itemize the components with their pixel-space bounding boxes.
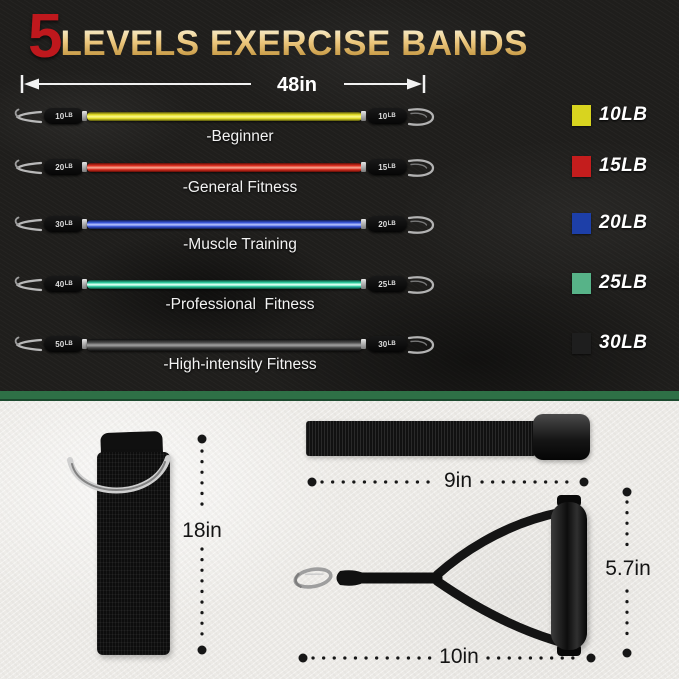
page-title: 5 LEVELS EXERCISE BANDS [28,2,529,71]
carabiner-left-icon [14,216,43,232]
carabiner-right-icon [407,276,435,294]
ruler-right-arrowhead-icon [407,78,422,90]
weight-label: 15LB [599,155,648,176]
carabiner-right-icon [407,336,435,354]
weight-label: 25LB [599,272,648,293]
level-count: 5 [28,2,63,71]
carabiner-right-icon [407,108,435,126]
band-crimp-right [361,339,366,349]
weight-label: 20LB [599,212,648,233]
door-anchor-foam [533,414,590,460]
carabiner-left-icon [14,336,43,352]
length-ruler: 48in [20,74,426,96]
handle-height-label: 5.7in [605,557,651,580]
dark-texture-background [0,0,679,391]
carabiner-left-icon [14,108,43,124]
band-crimp-right [361,111,366,121]
resistance-band [87,220,362,229]
weight-tag-right-unit: LB [387,221,396,227]
carabiner-left-icon [14,159,43,175]
door-anchor-length-label: 9in [443,469,473,492]
weight-tag-right: 10 LB [367,108,407,124]
band-crimp-left [82,219,87,229]
weight-tag-right-unit: LB [387,281,396,287]
weight-tag-left-unit: LB [64,341,73,347]
door-anchor-strap [306,421,536,456]
ankle-strap [97,452,170,655]
band-row: 20 LB 15 LB -General Fitness 15LB [0,154,679,200]
band-crimp-left [82,339,87,349]
handle-straps [293,507,567,647]
carabiner-right-icon [407,159,435,177]
weight-swatch [572,273,591,294]
weight-label: 10LB [599,104,648,125]
weight-tag-right-unit: LB [387,164,396,170]
band-crimp-right [361,279,366,289]
band-row: 10 LB 10 LB -Beginner 10LB [0,103,679,149]
weight-swatch [572,213,591,234]
ruler-length-label: 48in [277,74,317,96]
band-description: -Muscle Training [183,236,297,253]
weight-tag-right-number: 30 [378,339,388,349]
weight-tag-right-number: 20 [378,219,388,229]
weight-tag-right-number: 25 [378,279,388,289]
band-description: -Beginner [206,128,274,145]
weight-tag-right: 20 LB [367,216,407,232]
band-crimp-right [361,219,366,229]
weight-tag-left-unit: LB [64,113,73,119]
weight-tag-left-number: 30 [55,219,65,229]
band-row: 30 LB 20 LB -Muscle Training 20LB [0,211,679,257]
weight-tag-right: 30 LB [367,336,407,352]
weight-tag-right-unit: LB [387,341,396,347]
weight-tag-left-unit: LB [64,164,73,170]
title-text: LEVELS EXERCISE BANDS [60,24,529,63]
weight-tag-left: 50 LB [44,336,84,352]
weight-tag-right-number: 15 [378,162,388,172]
ruler-left-arrowhead-icon [24,78,39,90]
carabiner-left-icon [14,276,43,292]
band-crimp-left [82,162,87,172]
weight-tag-left-number: 50 [55,339,65,349]
band-row: 50 LB 30 LB -High-intensity Fitness 30LB [0,331,679,377]
weight-tag-right: 25 LB [367,276,407,292]
weight-tag-left: 30 LB [44,216,84,232]
weight-tag-right-number: 10 [378,111,388,121]
weight-tag-left-number: 20 [55,162,65,172]
resistance-band [87,112,362,121]
carabiner-right-icon [407,216,435,234]
weight-tag-left-number: 10 [55,111,65,121]
weight-label: 30LB [599,332,648,353]
band-crimp-left [82,279,87,289]
weight-tag-right: 15 LB [367,159,407,175]
band-description: -Professional Fitness [165,296,315,313]
weight-tag-left: 40 LB [44,276,84,292]
weight-tag-left: 20 LB [44,159,84,175]
resistance-band [87,280,362,289]
band-description: -High-intensity Fitness [163,356,317,373]
weight-tag-left-unit: LB [64,281,73,287]
weight-tag-left-number: 40 [55,279,65,289]
weight-tag-left-unit: LB [64,221,73,227]
resistance-band [87,163,362,172]
weight-swatch [572,333,591,354]
weight-swatch [572,105,591,126]
resistance-band [87,339,362,351]
d-ring-icon [67,455,171,494]
band-description: -General Fitness [182,179,298,196]
handle-width-label: 10in [439,645,479,668]
weight-swatch [572,156,591,177]
handle-grip [551,502,587,650]
weight-tag-right-unit: LB [387,113,396,119]
band-crimp-left [82,111,87,121]
ankle-strap-length-label: 18in [182,519,222,542]
green-divider [0,391,679,401]
strap-loop [336,570,369,586]
handle-clip-icon [293,567,333,589]
band-row: 40 LB 25 LB -Professional Fitness 25LB [0,271,679,317]
band-crimp-right [361,162,366,172]
weight-tag-left: 10 LB [44,108,84,124]
